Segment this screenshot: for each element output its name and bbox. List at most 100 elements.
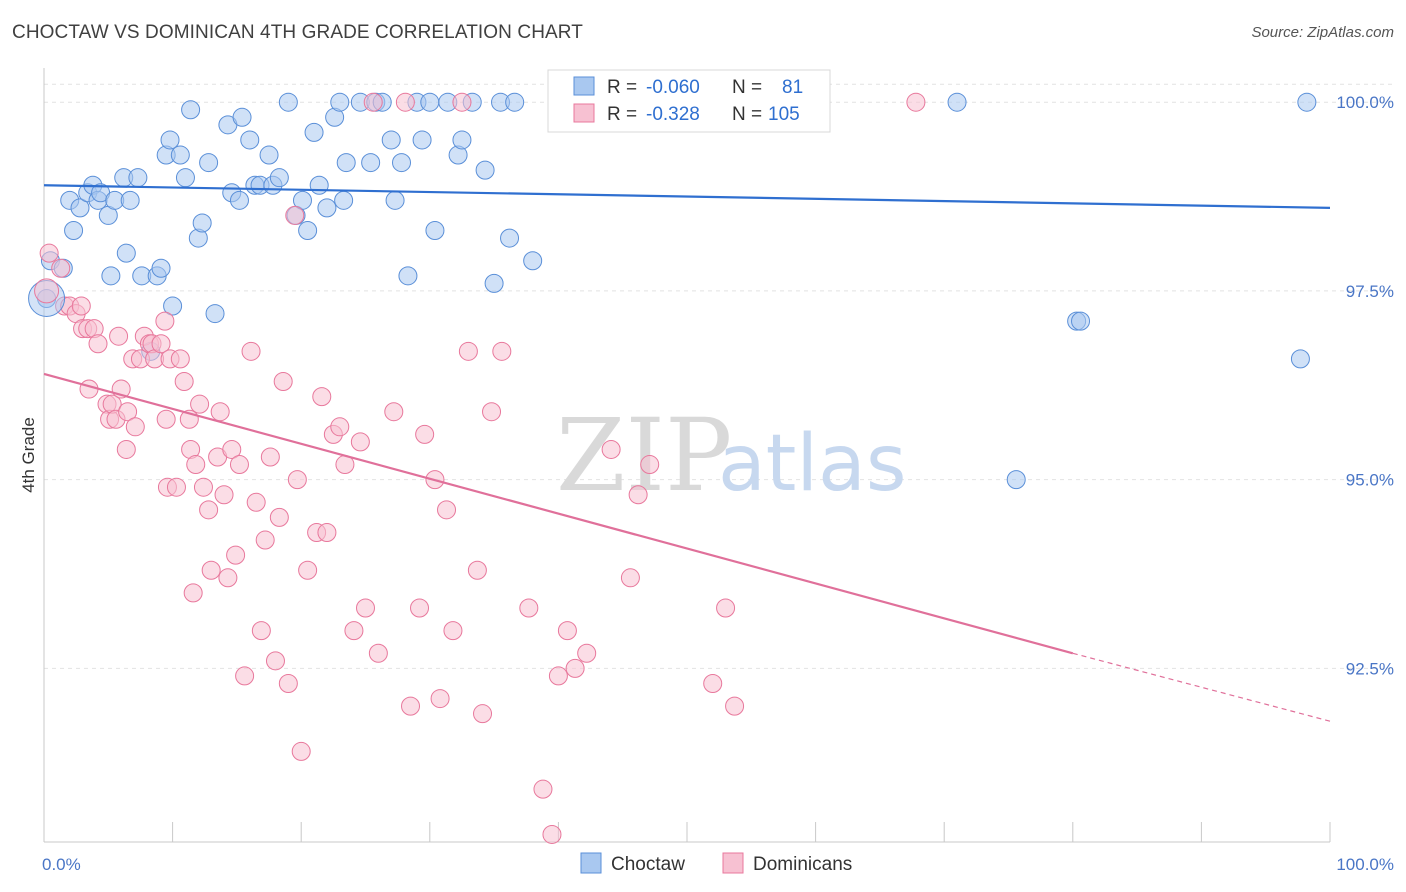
- point-dominicans: [193, 477, 213, 497]
- point-dominicans: [222, 439, 242, 459]
- point-choctaw: [505, 92, 525, 112]
- point-dominicans: [716, 598, 736, 618]
- point-dominicans: [395, 92, 415, 112]
- point-choctaw: [298, 221, 318, 241]
- point-choctaw: [170, 145, 190, 165]
- point-choctaw: [120, 190, 140, 210]
- point-choctaw: [361, 153, 381, 173]
- point-dominicans: [273, 372, 293, 392]
- point-dominicans: [226, 545, 246, 565]
- point-dominicans: [265, 651, 285, 671]
- point-choctaw: [1290, 349, 1310, 369]
- legend-n-label-2: N =: [732, 104, 762, 125]
- point-dominicans: [109, 326, 129, 346]
- point-dominicans: [155, 311, 175, 331]
- legend-n-value-2: 105: [768, 104, 800, 125]
- point-dominicans: [278, 673, 298, 693]
- bottom-legend-swatch-choctaw: [580, 852, 602, 874]
- point-dominicans: [210, 402, 230, 422]
- point-dominicans: [166, 477, 186, 497]
- point-choctaw: [101, 266, 121, 286]
- point-dominicans: [640, 455, 660, 475]
- point-dominicans: [190, 394, 210, 414]
- point-dominicans: [241, 341, 261, 361]
- y-tick-label: 92.5%: [1346, 659, 1394, 678]
- point-choctaw: [64, 221, 84, 241]
- point-choctaw: [269, 168, 289, 188]
- point-dominicans: [71, 296, 91, 316]
- point-dominicans: [260, 447, 280, 467]
- point-dominicans: [703, 673, 723, 693]
- point-choctaw: [1297, 92, 1317, 112]
- point-dominicans: [492, 341, 512, 361]
- point-dominicans: [235, 666, 255, 686]
- legend-box: [547, 69, 831, 133]
- bottom-legend-label-choctaw: Choctaw: [611, 854, 685, 875]
- legend-r-value-1: -0.060: [646, 77, 700, 98]
- point-dominicans: [317, 522, 337, 542]
- y-axis-title: 4th Grade: [19, 417, 38, 493]
- point-dominicans: [452, 92, 472, 112]
- point-dominicans: [39, 243, 59, 263]
- point-dominicans: [298, 560, 318, 580]
- point-dominicans: [174, 372, 194, 392]
- point-dominicans: [542, 824, 562, 844]
- grid-lines: [44, 83, 1396, 669]
- point-dominicans: [255, 530, 275, 550]
- point-dominicans: [229, 455, 249, 475]
- bottom-legend: Choctaw Dominicans: [580, 852, 852, 875]
- point-dominicans: [577, 643, 597, 663]
- point-choctaw: [947, 92, 967, 112]
- legend-n-value-1: 81: [782, 77, 803, 98]
- point-choctaw: [523, 251, 543, 271]
- legend: R = -0.060 N = 81 R = -0.328 N = 105: [547, 69, 831, 133]
- point-choctaw: [425, 221, 445, 241]
- point-dominicans: [350, 432, 370, 452]
- point-dominicans: [443, 621, 463, 641]
- point-dominicans: [482, 402, 502, 422]
- point-dominicans: [118, 402, 138, 422]
- point-dominicans: [344, 621, 364, 641]
- point-dominicans: [906, 92, 926, 112]
- point-choctaw: [475, 160, 495, 180]
- point-dominicans: [410, 598, 430, 618]
- point-dominicans: [437, 500, 457, 520]
- point-dominicans: [186, 455, 206, 475]
- point-dominicans: [628, 485, 648, 505]
- point-dominicans: [473, 704, 493, 724]
- point-dominicans: [356, 598, 375, 618]
- point-choctaw: [334, 190, 354, 210]
- y-tick-label: 95.0%: [1346, 471, 1394, 490]
- point-choctaw: [205, 304, 225, 324]
- point-choctaw: [330, 92, 350, 112]
- point-choctaw: [304, 122, 324, 142]
- watermark-atlas: atlas: [718, 419, 907, 509]
- point-choctaw: [259, 145, 279, 165]
- point-dominicans: [601, 439, 621, 459]
- point-choctaw: [199, 153, 219, 173]
- point-dominicans: [116, 439, 136, 459]
- trend-line-dominicans-extension: [1072, 652, 1331, 722]
- point-choctaw: [385, 190, 405, 210]
- point-dominicans: [214, 485, 234, 505]
- point-choctaw: [484, 273, 504, 293]
- point-dominicans: [415, 424, 435, 444]
- point-dominicans: [291, 741, 311, 761]
- legend-swatch-choctaw: [573, 76, 595, 96]
- legend-r-label-2: R =: [607, 104, 637, 125]
- point-choctaw: [412, 130, 432, 150]
- point-dominicans: [519, 598, 539, 618]
- y-tick-label: 100.0%: [1336, 93, 1394, 112]
- x-tick-labels: 0.0% 100.0%: [42, 855, 1394, 874]
- legend-r-label-1: R =: [607, 77, 637, 98]
- point-dominicans: [156, 409, 176, 429]
- point-dominicans: [269, 507, 289, 527]
- point-choctaw: [116, 243, 136, 263]
- point-dominicans: [363, 92, 383, 112]
- point-choctaw: [292, 190, 312, 210]
- point-dominicans-large: [34, 278, 60, 304]
- point-dominicans: [312, 387, 332, 407]
- point-dominicans: [201, 560, 221, 580]
- point-dominicans: [151, 334, 171, 354]
- trend-line-choctaw: [43, 184, 1331, 209]
